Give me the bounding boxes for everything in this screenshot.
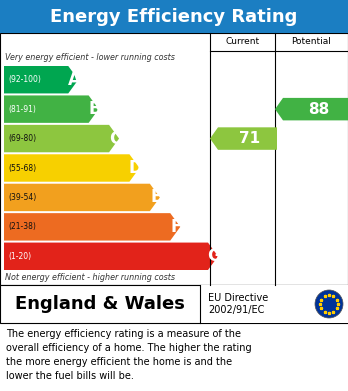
Text: Very energy efficient - lower running costs: Very energy efficient - lower running co… — [5, 54, 175, 63]
Text: (55-68): (55-68) — [8, 163, 36, 172]
Text: EU Directive
2002/91/EC: EU Directive 2002/91/EC — [208, 293, 268, 315]
Text: Potential: Potential — [292, 38, 331, 47]
Text: (39-54): (39-54) — [8, 193, 36, 202]
Text: (21-38): (21-38) — [8, 222, 36, 231]
Text: G: G — [207, 247, 221, 265]
Text: Not energy efficient - higher running costs: Not energy efficient - higher running co… — [5, 273, 175, 283]
Text: F: F — [171, 218, 182, 236]
Bar — [0, 0, 348, 33]
Bar — [200, 285, 348, 323]
Bar — [0, 285, 348, 323]
Text: 71: 71 — [239, 131, 260, 146]
Text: (81-91): (81-91) — [8, 105, 36, 114]
Polygon shape — [4, 184, 160, 211]
Polygon shape — [4, 154, 140, 182]
Text: E: E — [150, 188, 161, 206]
Text: D: D — [128, 159, 142, 177]
Text: Current: Current — [226, 38, 260, 47]
Polygon shape — [4, 95, 99, 123]
Circle shape — [315, 290, 343, 318]
Text: (92-100): (92-100) — [8, 75, 41, 84]
Text: (69-80): (69-80) — [8, 134, 36, 143]
Polygon shape — [4, 242, 218, 270]
Text: 88: 88 — [308, 102, 329, 117]
Polygon shape — [4, 125, 119, 152]
Text: (1-20): (1-20) — [8, 252, 31, 261]
Polygon shape — [210, 127, 277, 150]
Text: Energy Efficiency Rating: Energy Efficiency Rating — [50, 7, 298, 25]
Polygon shape — [275, 98, 348, 120]
Text: C: C — [109, 129, 121, 147]
Text: A: A — [68, 71, 81, 89]
Polygon shape — [4, 213, 180, 240]
Text: B: B — [88, 100, 101, 118]
Polygon shape — [4, 66, 78, 93]
Text: England & Wales: England & Wales — [15, 295, 185, 313]
Text: The energy efficiency rating is a measure of the
overall efficiency of a home. T: The energy efficiency rating is a measur… — [6, 329, 252, 381]
Bar — [0, 33, 348, 285]
